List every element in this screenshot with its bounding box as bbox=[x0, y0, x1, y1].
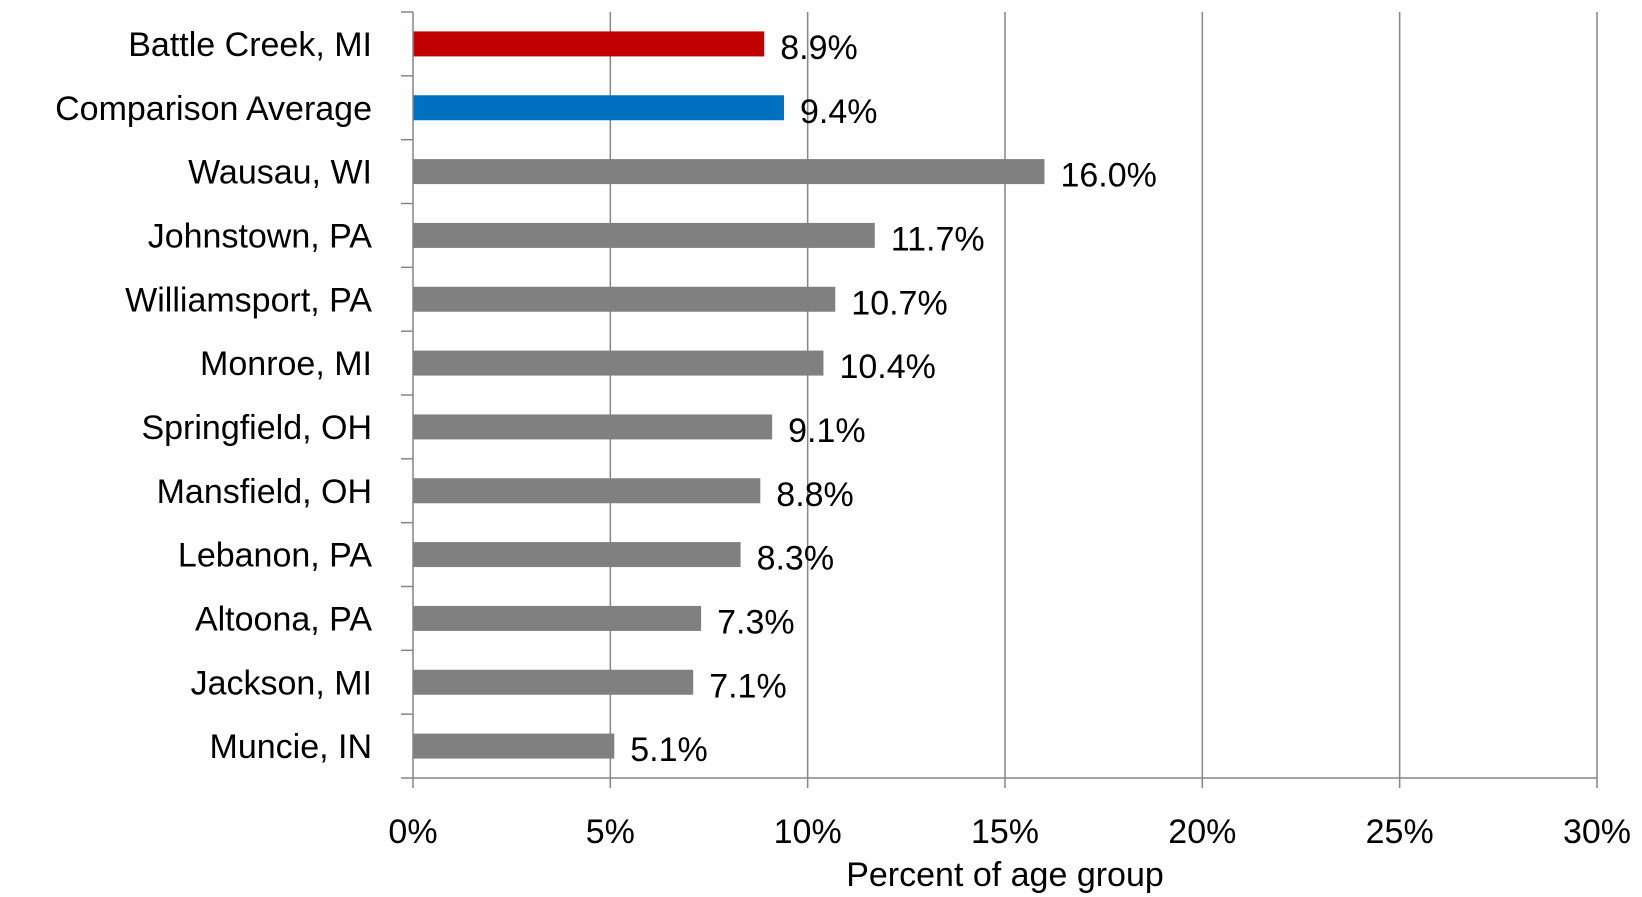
value-label: 5.1% bbox=[630, 731, 708, 769]
category-label: Altoona, PA bbox=[195, 600, 372, 638]
value-label: 8.9% bbox=[780, 29, 858, 67]
bars bbox=[413, 31, 1045, 759]
x-tick-label: 20% bbox=[1168, 813, 1236, 851]
value-label: 7.3% bbox=[717, 603, 795, 641]
x-tick-label: 10% bbox=[774, 813, 842, 851]
category-label: Monroe, MI bbox=[200, 345, 372, 383]
category-label: Wausau, WI bbox=[188, 154, 372, 192]
x-tick-label: 0% bbox=[388, 813, 437, 851]
category-label: Johnstown, PA bbox=[148, 217, 373, 255]
category-label: Jackson, MI bbox=[191, 664, 372, 702]
bar bbox=[413, 31, 765, 57]
x-tick-label: 5% bbox=[586, 813, 635, 851]
bar bbox=[413, 222, 875, 248]
x-tick-label: 30% bbox=[1563, 813, 1631, 851]
gridlines bbox=[609, 12, 1598, 778]
x-tick-label: 25% bbox=[1366, 813, 1434, 851]
category-label: Lebanon, PA bbox=[178, 537, 372, 575]
category-label: Williamsport, PA bbox=[125, 281, 372, 319]
value-label: 16.0% bbox=[1060, 157, 1156, 195]
bar bbox=[413, 350, 824, 376]
value-label: 7.1% bbox=[709, 667, 787, 705]
value-label: 8.8% bbox=[776, 476, 854, 514]
category-label: Springfield, OH bbox=[141, 409, 372, 447]
bar bbox=[413, 414, 773, 440]
bar bbox=[413, 159, 1045, 185]
bar bbox=[413, 478, 761, 504]
category-label: Comparison Average bbox=[55, 90, 372, 128]
axes bbox=[401, 11, 1598, 788]
x-axis-title: Percent of age group bbox=[846, 856, 1164, 894]
bar bbox=[413, 542, 741, 568]
bar bbox=[413, 605, 702, 631]
category-labels: Battle Creek, MI Comparison Average Wausau… bbox=[55, 26, 372, 766]
x-tick-labels: 0% 5% 10% 15% 20% 25% 30% bbox=[388, 813, 1631, 851]
value-label: 11.7% bbox=[891, 220, 985, 258]
bar bbox=[413, 286, 836, 312]
value-label: 10.4% bbox=[839, 348, 935, 386]
value-label: 10.7% bbox=[851, 284, 947, 322]
value-label: 9.1% bbox=[788, 412, 866, 450]
value-label: 8.3% bbox=[757, 540, 835, 578]
category-label: Mansfield, OH bbox=[157, 473, 372, 511]
category-label: Muncie, IN bbox=[210, 728, 373, 766]
value-label: 9.4% bbox=[800, 93, 878, 131]
bar bbox=[413, 95, 784, 121]
bar bbox=[413, 669, 694, 695]
category-label: Battle Creek, MI bbox=[128, 26, 372, 64]
value-labels: 8.9% 9.4% 16.0% 11.7% 10.7% 10.4% 9.1% 8.8% 8.3%… bbox=[630, 29, 1157, 769]
x-tick-label: 15% bbox=[971, 813, 1039, 851]
bar bbox=[413, 733, 615, 759]
